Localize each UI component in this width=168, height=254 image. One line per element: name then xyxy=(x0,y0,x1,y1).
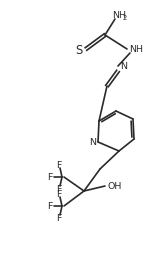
Text: 2: 2 xyxy=(123,14,127,20)
Text: F: F xyxy=(56,190,62,199)
Text: N: N xyxy=(89,138,96,147)
Text: S: S xyxy=(75,43,82,56)
Text: F: F xyxy=(56,214,62,223)
Text: NH: NH xyxy=(129,45,143,54)
Text: F: F xyxy=(56,161,62,170)
Text: F: F xyxy=(56,185,62,194)
Text: F: F xyxy=(47,173,53,182)
Text: NH: NH xyxy=(112,11,126,20)
Text: OH: OH xyxy=(107,182,121,191)
Text: F: F xyxy=(47,202,53,211)
Text: N: N xyxy=(120,62,127,71)
